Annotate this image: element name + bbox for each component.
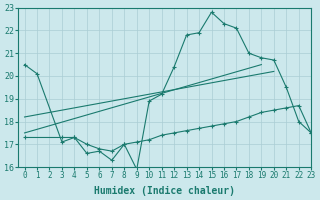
X-axis label: Humidex (Indice chaleur): Humidex (Indice chaleur) [94,186,235,196]
